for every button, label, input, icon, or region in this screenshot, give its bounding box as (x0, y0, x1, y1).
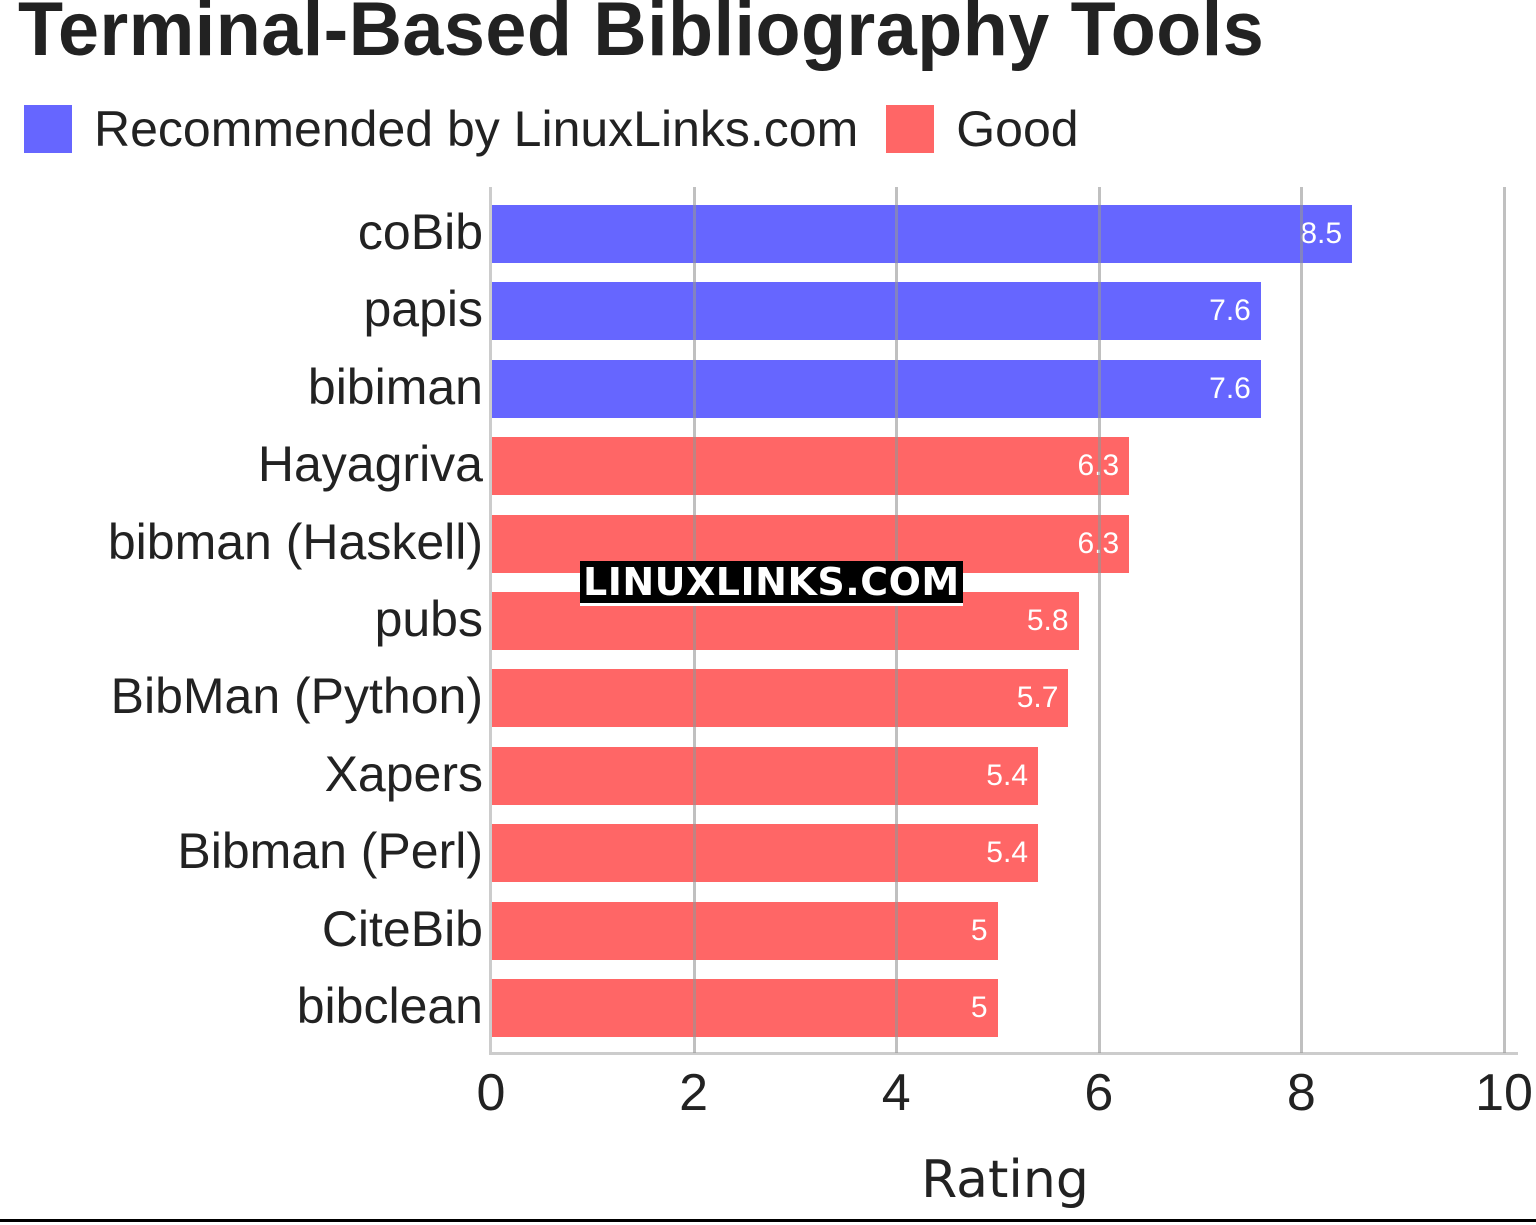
bar-value-label: 7.6 (1209, 294, 1251, 328)
bar-value-label: 5.4 (986, 836, 1029, 870)
bar-value-label: 8.5 (1300, 217, 1343, 250)
x-axis-line (489, 1052, 1518, 1055)
legend-label-recommended: Recommended by LinuxLinks.com (94, 101, 859, 157)
chart-title: Terminal-Based Bibliography Tools (18, 0, 1265, 72)
x-tick-label: 0 (476, 1064, 506, 1122)
bar: 5 (491, 979, 998, 1037)
bar-value-label: 5 (970, 913, 988, 947)
gridline (692, 187, 696, 1053)
category-label: coBib (357, 204, 483, 260)
plot-area: 555.45.45.75.86.36.37.67.68.5 (489, 187, 1518, 1055)
gridline (1097, 187, 1101, 1053)
legend-swatch-recommended (24, 105, 72, 153)
bar-value-label: 5 (970, 991, 988, 1024)
bar-value-label: 5.4 (986, 758, 1029, 792)
gridline (1503, 187, 1506, 1053)
watermark: LINUXLINKS.COM (580, 561, 963, 606)
x-axis-label: Rating (921, 1150, 1089, 1210)
bar-value-label: 5.8 (1026, 604, 1069, 637)
category-label: bibclean (296, 978, 483, 1034)
x-tick-label: 8 (1286, 1064, 1316, 1122)
gridline (895, 187, 899, 1053)
category-label: Bibman (Perl) (177, 823, 483, 880)
y-axis-line (489, 187, 492, 1053)
category-label: BibMan (Python) (110, 668, 483, 725)
bar-value-label: 5.7 (1016, 681, 1059, 715)
x-tick-label: 4 (881, 1064, 911, 1122)
category-label: Xapers (324, 745, 483, 802)
gridline (1300, 187, 1304, 1053)
bar: 7.6 (491, 359, 1261, 418)
legend-swatch-good (886, 105, 935, 153)
bar: 7.6 (491, 282, 1261, 341)
x-tick-label: 6 (1084, 1064, 1114, 1122)
bar: 6.3 (491, 437, 1130, 496)
x-tick-label: 10 (1475, 1064, 1533, 1122)
legend: Recommended by LinuxLinks.com Good (24, 100, 1107, 158)
category-label: bibman (Haskell) (107, 513, 483, 570)
bar: 5.7 (491, 669, 1069, 728)
bar: 5.4 (491, 746, 1039, 805)
category-label: bibiman (307, 358, 483, 415)
bar: 5 (491, 901, 998, 960)
category-label: Hayagriva (257, 436, 483, 493)
category-label: papis (363, 281, 483, 338)
bottom-divider (0, 1219, 1536, 1222)
bar: 5.4 (491, 824, 1039, 883)
category-label: CiteBib (321, 900, 483, 957)
legend-label-good: Good (956, 101, 1079, 157)
category-label: pubs (374, 591, 483, 647)
bar: 8.5 (491, 205, 1353, 263)
bar-value-label: 7.6 (1209, 371, 1251, 405)
x-tick-label: 2 (679, 1064, 709, 1122)
